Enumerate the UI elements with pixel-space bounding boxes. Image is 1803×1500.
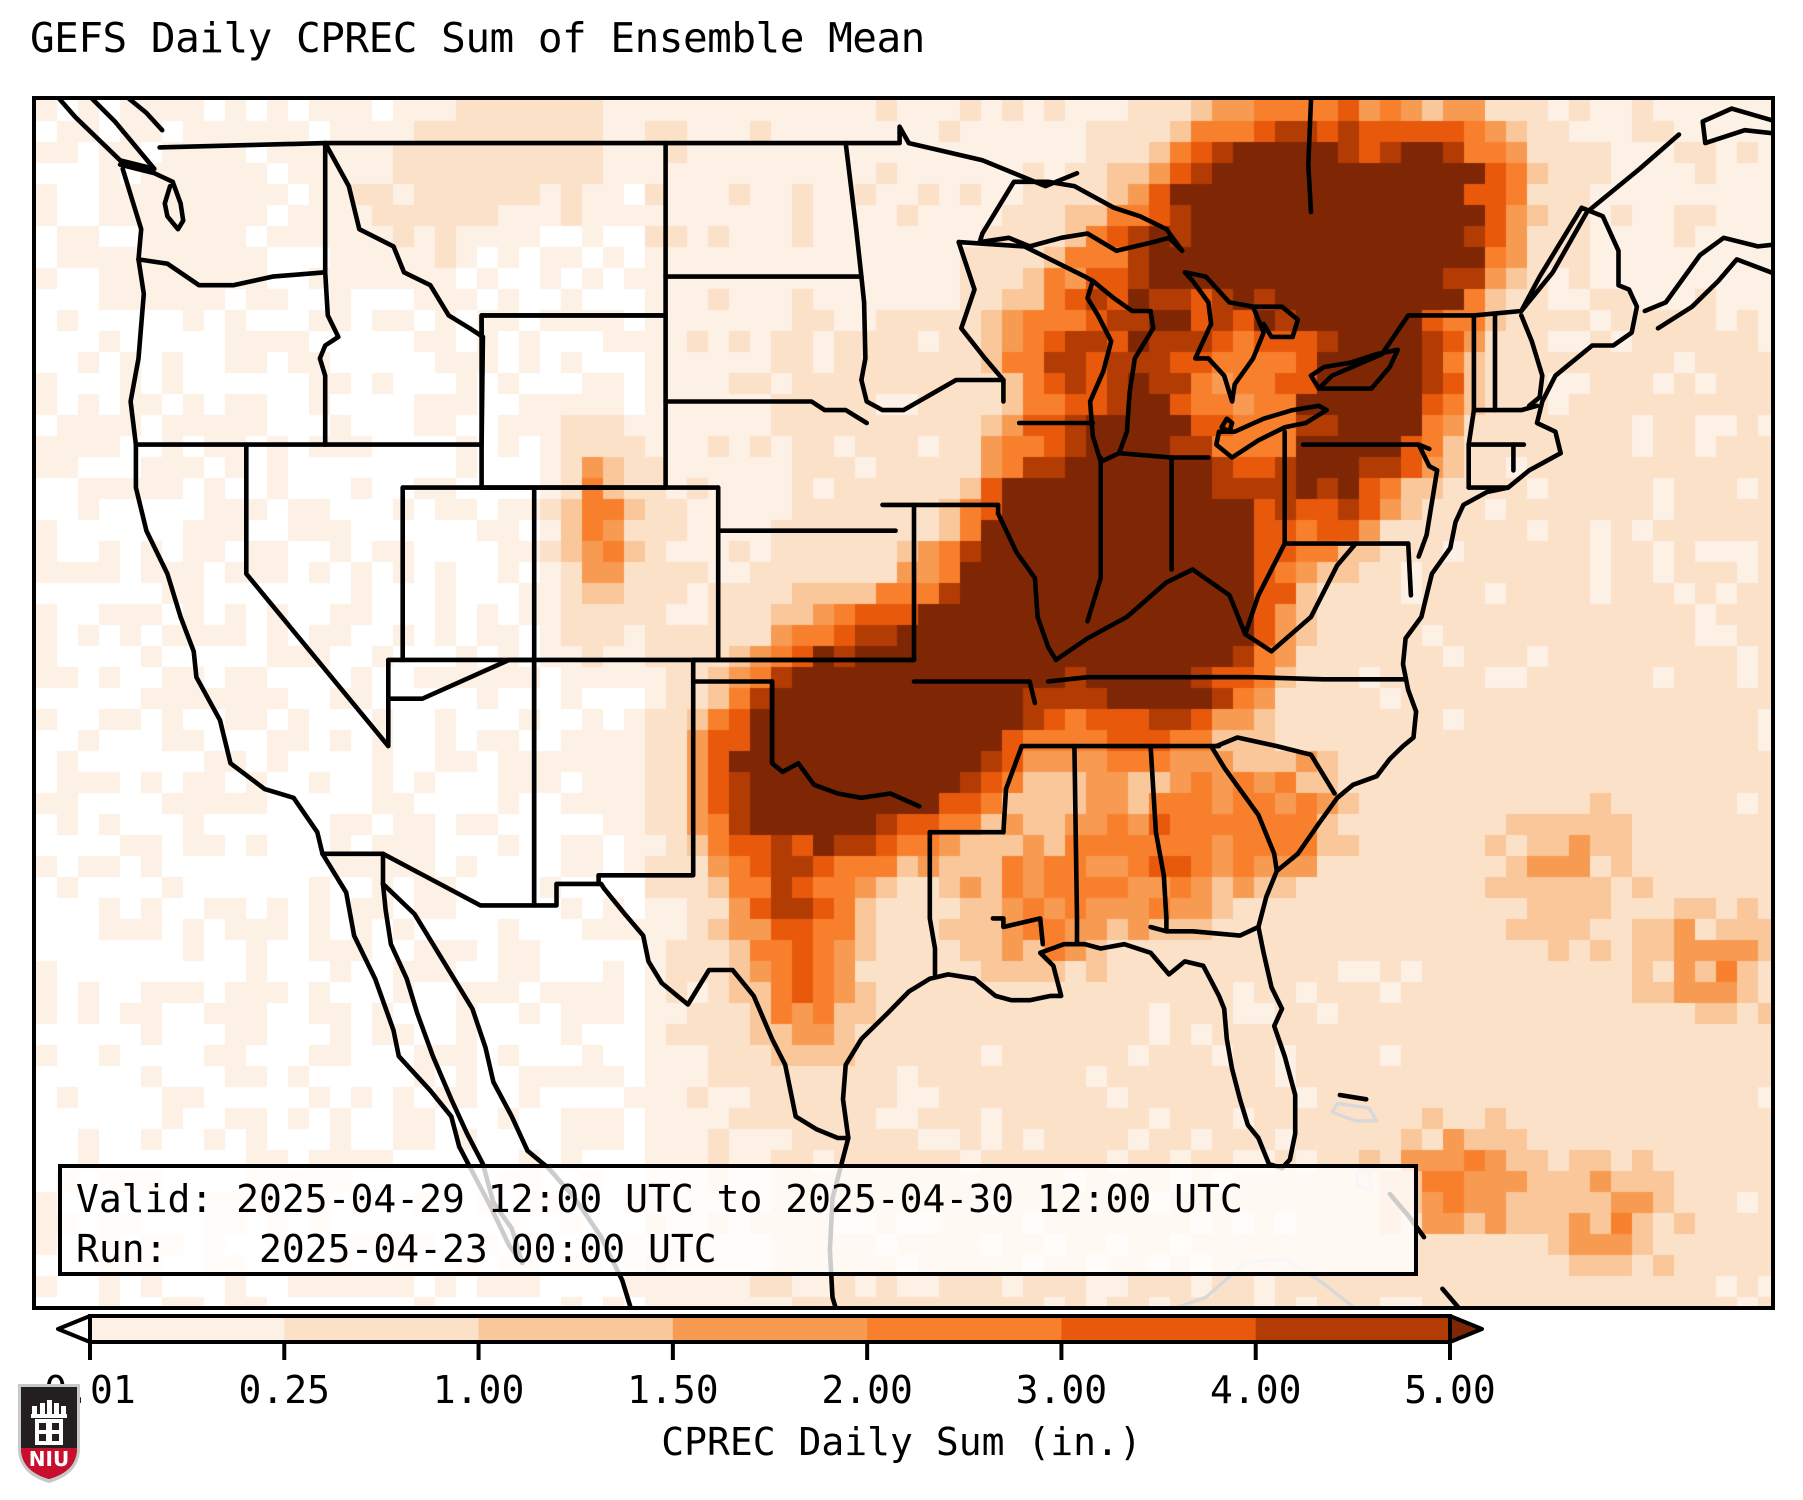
colorbar-tick-label: 4.00	[1209, 1368, 1302, 1412]
colorbar-tick-label: 3.00	[1015, 1368, 1108, 1412]
niu-logo: NIU	[18, 1384, 80, 1483]
colorbar-tick-label: 0.25	[238, 1368, 331, 1412]
colorbar	[0, 1312, 1803, 1372]
colorbar-tick-label: 1.50	[627, 1368, 719, 1412]
colorbar-tick-label: 5.00	[1404, 1368, 1496, 1412]
page-title: GEFS Daily CPREC Sum of Ensemble Mean	[30, 14, 925, 62]
precipitation-heatmap	[36, 100, 1771, 1306]
run-time-text: Run: 2025-04-23 00:00 UTC	[76, 1227, 717, 1271]
valid-time-text: Valid: 2025-04-29 12:00 UTC to 2025-04-3…	[76, 1177, 1243, 1221]
niu-logo-text: NIU	[29, 1447, 69, 1471]
colorbar-tick-labels: 0.01 0.25 1.00 1.50 2.00 3.00 4.00 5.00	[0, 1368, 1803, 1418]
map-plot-area	[32, 96, 1775, 1310]
colorbar-tick-label: 1.00	[432, 1368, 525, 1412]
colorbar-axis-label: CPREC Daily Sum (in.)	[661, 1420, 1142, 1464]
forecast-info-box: Valid: 2025-04-29 12:00 UTC to 2025-04-3…	[58, 1164, 1418, 1276]
colorbar-tick-label: 2.00	[821, 1368, 913, 1412]
